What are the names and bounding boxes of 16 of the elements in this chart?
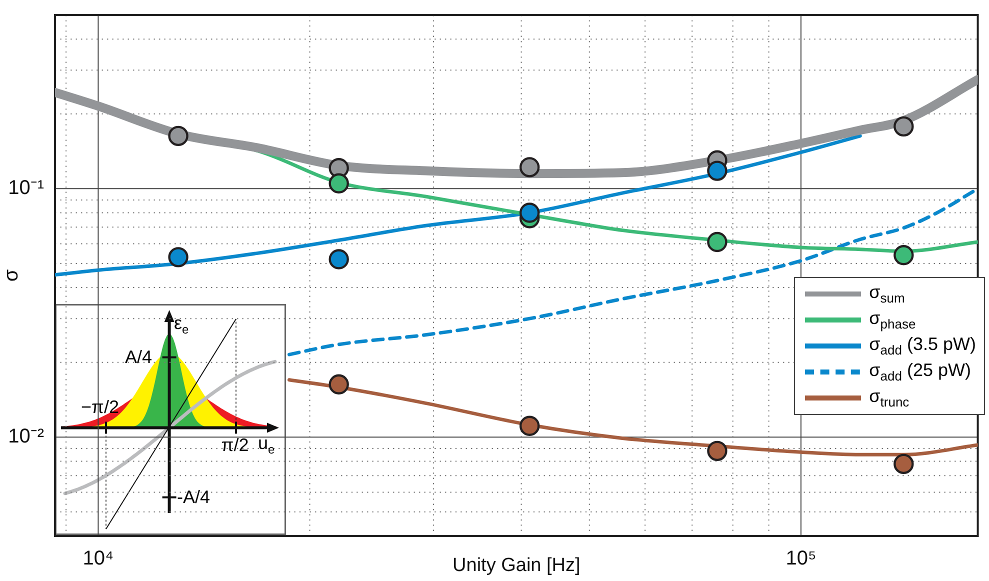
- x-axis-title: Unity Gain [Hz]: [452, 554, 580, 576]
- legend-label: σ$_{add}$ (25 pW): [869, 360, 971, 384]
- annotation: π/2: [221, 435, 249, 455]
- annotation: A/4: [124, 347, 152, 367]
- legend-label: σ$_{sum}$: [869, 282, 905, 306]
- x-tick-label: 10⁵: [786, 548, 816, 570]
- x-tick-label: 10⁴: [82, 548, 114, 570]
- legend-label: σ$_{add}$ (3.5 pW): [869, 334, 976, 358]
- y-tick-label: 10⁻¹: [8, 177, 44, 200]
- y-tick-label: 10⁻²: [8, 426, 44, 448]
- annotation: u$_{e}$: [258, 433, 275, 457]
- legend-label: σ$_{phase}$: [869, 308, 916, 332]
- y-axis-title: σ: [0, 268, 23, 282]
- annotation: -A/4: [177, 487, 210, 507]
- annotation: ε$_{e}$: [174, 313, 189, 337]
- legend-label: σ$_{trunc}$: [869, 386, 910, 410]
